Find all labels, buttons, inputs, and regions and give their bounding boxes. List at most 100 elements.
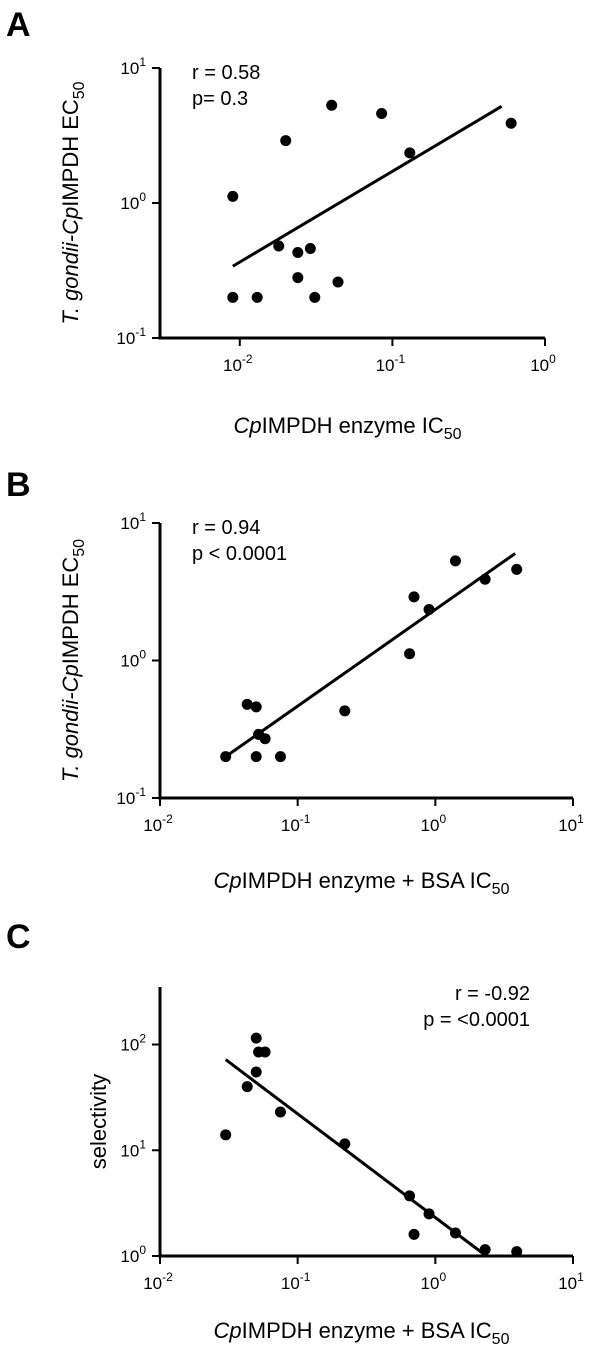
tick-exponent: -1 [300,812,311,826]
tick-base: 10 [120,1141,139,1160]
stats-annotation: r = 0.94 [192,517,260,539]
x-tick-label: 10-2 [143,812,173,835]
y-axis-title-italic: T. gondii-Cp [58,664,83,782]
data-point [376,108,388,120]
tick-exponent: -1 [300,1270,311,1284]
data-point [304,243,316,255]
y-tick-label: 100 [120,1243,146,1266]
regression-line [224,552,517,758]
tick-base: 10 [558,1274,577,1293]
data-point [423,1208,435,1220]
tick-base: 10 [421,816,440,835]
tick-exponent: 1 [577,812,584,826]
y-axis-title-main: selectivity [86,1074,111,1169]
x-tick-label: 101 [558,1270,584,1293]
data-point [449,1227,461,1239]
data-point [250,1066,262,1078]
x-tick-label: 10-1 [281,812,311,835]
tick-base: 10 [120,1247,139,1266]
y-tick-label: 10-1 [116,785,146,808]
data-point [274,1106,286,1118]
x-axis-title-italic: Cp [214,868,242,893]
y-axis-title: selectivity [86,1074,111,1169]
x-tick-label: 10-1 [281,1270,311,1293]
tick-exponent: -2 [242,352,253,366]
y-axis-title-main: IMPDH EC [58,557,83,665]
x-tick-label: 10-1 [376,352,406,375]
data-point [309,291,321,303]
y-tick-label: 101 [120,55,146,78]
x-tick-label: 100 [421,1270,447,1293]
tick-base: 10 [558,816,577,835]
tick-exponent: -2 [162,812,173,826]
y-axis-title-italic: T. gondii-Cp [58,207,83,325]
x-axis-title-main: IMPDH enzyme + BSA IC [242,868,492,893]
x-axis-title-subscript: 50 [444,426,462,443]
panel-letter-a: A [6,6,31,44]
y-axis-title-subscript: 50 [71,81,88,99]
y-axis-title: T. gondii-CpIMPDH EC50 [58,81,88,324]
data-point [250,701,262,713]
tick-base: 10 [421,1274,440,1293]
y-tick-label: 102 [120,1032,146,1055]
x-axis-title-subscript: 50 [492,1331,510,1348]
y-tick-label: 10-1 [116,325,146,348]
data-point [339,705,351,717]
y-tick-label: 101 [120,1137,146,1160]
tick-base: 10 [143,1274,162,1293]
data-point [404,648,416,660]
x-tick-label: 10-2 [143,1270,173,1293]
x-tick-label: 10-2 [223,352,253,375]
data-point [241,698,253,710]
stats-annotation: p < 0.0001 [192,543,287,565]
x-axis-title: CpIMPDH enzyme + BSA IC50 [214,1318,510,1348]
data-point [251,291,263,303]
y-tick-label: 101 [120,510,146,533]
regression-line [232,105,503,268]
panel-letter-c: C [6,918,31,956]
tick-base: 10 [116,789,135,808]
y-axis-title: T. gondii-CpIMPDH EC50 [58,539,88,782]
x-tick-label: 100 [530,352,556,375]
data-point [479,1244,491,1256]
x-axis-title: CpIMPDH enzyme + BSA IC50 [214,868,510,898]
y-axis-title-subscript: 50 [71,539,88,557]
data-point [404,1190,416,1202]
data-point [511,563,523,575]
tick-base: 10 [120,652,139,671]
y-tick-label: 100 [120,190,146,213]
panel-letter-b: B [6,466,31,504]
data-point [274,751,286,763]
data-point [408,591,420,603]
tick-exponent: 0 [139,190,146,204]
data-point [227,190,239,202]
data-point [273,240,285,252]
tick-exponent: 0 [139,1243,146,1257]
tick-exponent: 1 [139,1137,146,1151]
tick-base: 10 [120,194,139,213]
data-point [250,751,262,763]
data-point [479,573,491,585]
tick-exponent: 1 [139,55,146,69]
data-point [259,1046,271,1058]
data-point [292,272,304,284]
stats-annotation: p = <0.0001 [423,1009,530,1031]
data-point [404,147,416,159]
tick-base: 10 [530,356,549,375]
x-tick-label: 101 [558,812,584,835]
tick-base: 10 [120,59,139,78]
tick-base: 10 [223,356,242,375]
tick-exponent: -2 [162,1270,173,1284]
tick-exponent: 2 [139,1032,146,1046]
x-axis-title-main: IMPDH enzyme IC [262,413,444,438]
tick-base: 10 [376,356,395,375]
data-point [250,1032,262,1044]
data-point [292,246,304,258]
x-axis-title-italic: Cp [214,1318,242,1343]
tick-base: 10 [116,329,135,348]
data-point [339,1138,351,1150]
stats-annotation: p= 0.3 [192,88,248,110]
data-point [423,603,435,615]
